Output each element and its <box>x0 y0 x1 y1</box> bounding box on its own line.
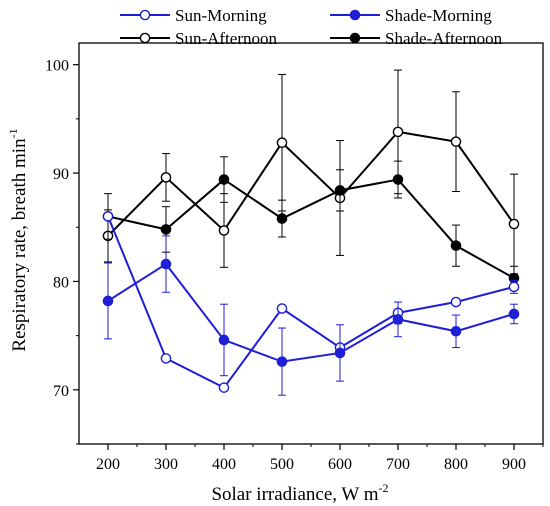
axes: 200 300 400 500 600 700 800 900 70 80 90 100 <box>45 58 544 473</box>
x-axis-label-superscript: -2 <box>379 481 389 495</box>
point-shade-afternoon-800 <box>450 240 462 251</box>
point-shade-morning-800 <box>450 325 462 337</box>
line-sun-afternoon <box>107 130 515 237</box>
x-tick-label-200: 200 <box>96 456 120 473</box>
x-tick-label-300: 300 <box>154 456 178 473</box>
point-shade-afternoon-500 <box>276 213 288 224</box>
legend-label-shade-afternoon: Shade-Afternoon <box>385 29 503 48</box>
series-sun-morning <box>102 211 520 393</box>
legend-marker-sun-morning <box>139 9 151 21</box>
line-shade-afternoon <box>107 178 515 280</box>
y-tick-label-70: 70 <box>53 383 69 400</box>
point-sun-afternoon-900 <box>508 218 520 230</box>
point-sun-morning-900 <box>508 281 520 293</box>
point-shade-morning-900 <box>508 308 520 320</box>
point-shade-morning-600 <box>334 347 346 359</box>
point-shade-morning-300 <box>160 258 172 270</box>
point-shade-morning-500 <box>276 356 288 367</box>
x-axis-label: Solar irradiance, W m-2 <box>211 481 388 505</box>
point-sun-afternoon-400 <box>218 225 230 236</box>
y-axis-label: Respiratory rate, breath min-1 <box>6 128 30 351</box>
line-sun-morning <box>107 216 515 389</box>
legend: Sun-Morning Shade-Morning Sun-Afternoon Sha… <box>120 6 503 48</box>
point-sun-morning-400 <box>218 382 230 393</box>
point-shade-morning-700 <box>392 314 404 325</box>
x-tick-label-800: 800 <box>444 456 468 473</box>
series-sun-afternoon <box>102 69 520 275</box>
point-sun-afternoon-700 <box>392 126 404 138</box>
point-sun-morning-800 <box>450 296 462 308</box>
series-layer <box>102 69 520 396</box>
point-sun-morning-300 <box>160 353 172 364</box>
y-axis-label-superscript: -1 <box>6 128 20 138</box>
legend-label-shade-morning: Shade-Morning <box>385 6 492 25</box>
point-sun-morning-500 <box>276 303 288 314</box>
point-shade-afternoon-300 <box>160 224 172 235</box>
x-tick-label-700: 700 <box>386 456 410 473</box>
x-tick-label-400: 400 <box>212 456 236 473</box>
y-tick-label-90: 90 <box>53 166 69 183</box>
point-sun-afternoon-500 <box>276 137 288 149</box>
point-sun-afternoon-800 <box>450 136 462 147</box>
point-shade-afternoon-400 <box>218 174 230 185</box>
plot-frame <box>78 42 544 445</box>
point-sun-morning-200 <box>102 211 114 222</box>
point-shade-morning-400 <box>218 334 230 346</box>
x-tick-label-900: 900 <box>502 456 526 473</box>
x-tick-label-500: 500 <box>270 456 294 473</box>
y-tick-label-100: 100 <box>45 58 69 75</box>
legend-marker-shade-afternoon <box>349 32 361 44</box>
x-tick-label-600: 600 <box>328 456 352 473</box>
y-tick-label-80: 80 <box>53 274 69 291</box>
point-shade-afternoon-600 <box>334 185 346 196</box>
plot-area <box>78 42 544 445</box>
legend-marker-sun-afternoon <box>139 32 151 44</box>
point-sun-afternoon-300 <box>160 172 172 183</box>
point-shade-morning-200 <box>102 295 114 307</box>
point-shade-afternoon-700 <box>392 174 404 185</box>
series-shade-morning <box>102 235 520 396</box>
legend-label-sun-morning: Sun-Morning <box>175 6 267 25</box>
line-shade-morning <box>107 262 515 363</box>
legend-label-sun-afternoon: Sun-Afternoon <box>175 29 277 48</box>
legend-marker-shade-morning <box>349 9 361 21</box>
